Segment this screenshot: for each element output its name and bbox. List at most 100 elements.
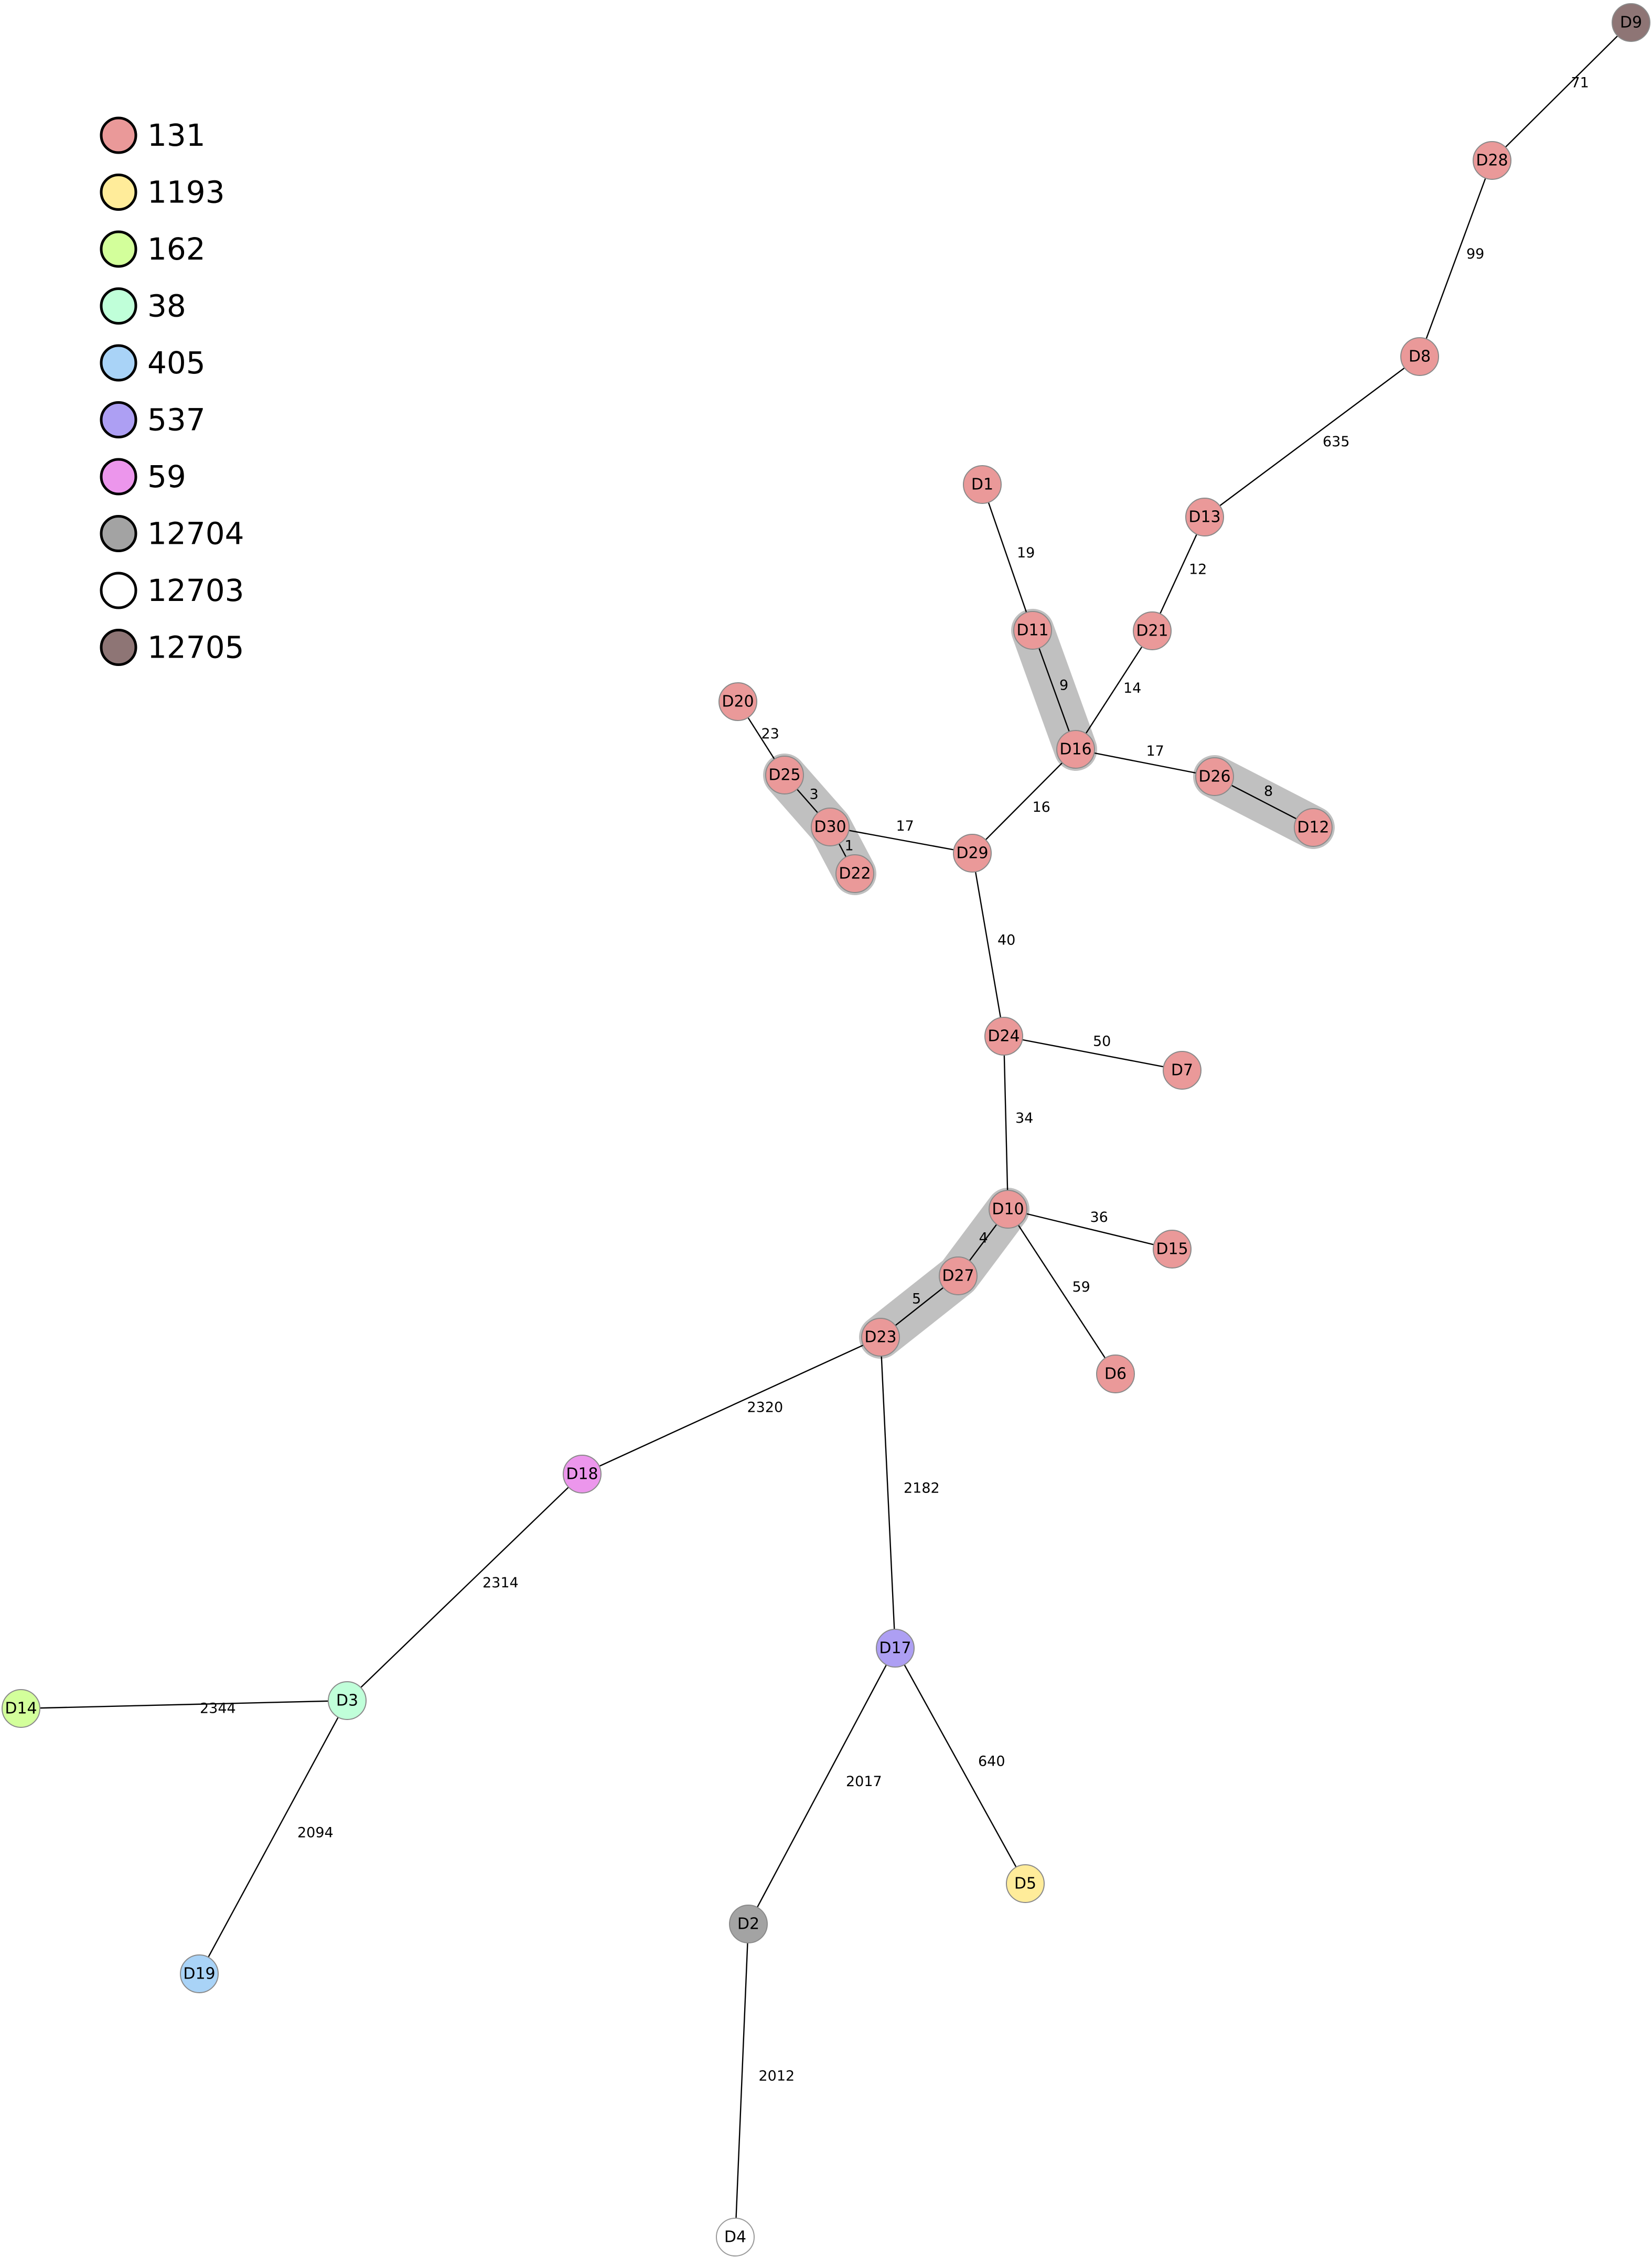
edge-d13-d21 <box>1151 517 1206 631</box>
node-d26[interactable]: D26 <box>1195 757 1234 796</box>
legend-swatch <box>100 116 137 154</box>
node-circle <box>180 1954 219 1993</box>
node-circle <box>718 682 757 721</box>
node-label: D19 <box>183 1965 215 1983</box>
legend-swatch <box>100 401 137 438</box>
node-circle <box>1185 498 1224 536</box>
edge-d23-d17 <box>879 1337 896 1649</box>
node-circle <box>2 1689 40 1728</box>
node-label: D18 <box>566 1465 598 1484</box>
node-label: D12 <box>1297 819 1329 837</box>
node-label: D30 <box>814 818 846 836</box>
node-d28[interactable]: D28 <box>1473 141 1511 180</box>
edge-weight-label: 16 <box>1033 799 1050 815</box>
node-d10[interactable]: D10 <box>989 1190 1027 1229</box>
edge-d10-d15 <box>1007 1208 1173 1250</box>
legend-item: 131 <box>100 116 206 154</box>
node-label: D20 <box>722 693 754 711</box>
edge-weight-label: 40 <box>997 932 1015 949</box>
node-circle <box>876 1629 915 1668</box>
legend-label: 12703 <box>147 573 244 608</box>
edge-weight-label: 2344 <box>200 1701 236 1717</box>
node-d14[interactable]: D14 <box>2 1689 40 1728</box>
node-circle <box>563 1455 602 1493</box>
legend-label: 38 <box>147 288 186 324</box>
node-label: D8 <box>1409 348 1431 366</box>
node-d12[interactable]: D12 <box>1294 808 1333 847</box>
node-circle <box>1006 1864 1045 1903</box>
edge-weight-label: 2017 <box>846 1774 882 1790</box>
node-d5[interactable]: D5 <box>1006 1864 1045 1903</box>
node-d7[interactable]: D7 <box>1163 1051 1202 1090</box>
node-d19[interactable]: D19 <box>180 1954 219 1993</box>
edge-d11-d16 <box>1032 630 1077 750</box>
node-d29[interactable]: D29 <box>953 834 992 873</box>
node-circle <box>963 465 1002 504</box>
legend-item: 38 <box>100 287 186 325</box>
node-d22[interactable]: D22 <box>835 854 874 893</box>
legend-label: 162 <box>147 231 206 267</box>
edge-weight-label: 2094 <box>297 1825 334 1841</box>
node-d11[interactable]: D11 <box>1013 611 1052 650</box>
node-circle <box>1612 3 1650 42</box>
node-d18[interactable]: D18 <box>563 1455 602 1493</box>
node-circle <box>765 756 804 794</box>
edge-weight-label: 8 <box>1264 783 1273 800</box>
node-label: D15 <box>1156 1240 1188 1259</box>
node-d4[interactable]: D4 <box>716 2218 755 2256</box>
node-label: D6 <box>1104 1365 1127 1383</box>
node-circle <box>1056 730 1095 769</box>
edge-weight-label: 99 <box>1466 246 1484 262</box>
edge-d21-d16 <box>1075 630 1153 750</box>
node-d16[interactable]: D16 <box>1056 730 1095 769</box>
node-d23[interactable]: D23 <box>861 1318 900 1357</box>
legend-item: 537 <box>100 401 206 438</box>
node-d8[interactable]: D8 <box>1400 337 1439 376</box>
node-d27[interactable]: D27 <box>939 1256 978 1295</box>
legend-item: 162 <box>100 230 206 268</box>
edge-labels: 71 99 635 12 14 19 9 17 8 16 23 3 1 17 40 50 34 36 59 4 5 232… <box>200 75 1589 2084</box>
legend-swatch <box>100 515 137 552</box>
edge-d23-d18 <box>582 1336 881 1475</box>
node-d6[interactable]: D6 <box>1096 1355 1135 1393</box>
node-d15[interactable]: D15 <box>1153 1230 1192 1269</box>
legend-label: 12705 <box>147 630 244 665</box>
edge-d9-d28 <box>1492 22 1632 161</box>
node-d13[interactable]: D13 <box>1185 498 1224 536</box>
node-label: D25 <box>768 766 800 784</box>
legend-label: 405 <box>147 345 206 381</box>
node-d24[interactable]: D24 <box>984 1017 1023 1056</box>
node-d9[interactable]: D9 <box>1612 3 1650 42</box>
node-d2[interactable]: D2 <box>729 1905 768 1943</box>
node-label: D1 <box>971 476 993 494</box>
node-label: D9 <box>1620 14 1642 32</box>
node-d21[interactable]: D21 <box>1133 611 1172 650</box>
node-d20[interactable]: D20 <box>718 682 757 721</box>
node-d3[interactable]: D3 <box>328 1681 367 1720</box>
node-label: D5 <box>1014 1875 1036 1893</box>
node-circle <box>1163 1051 1202 1090</box>
node-label: D14 <box>5 1700 37 1718</box>
edge-d17-d2 <box>747 1648 896 1925</box>
legend-item: 12704 <box>100 515 244 552</box>
node-label: D7 <box>1171 1061 1193 1080</box>
node-label: D10 <box>992 1200 1024 1219</box>
node-circle <box>1195 757 1234 796</box>
edge-d17-d5 <box>894 1648 1026 1884</box>
node-d17[interactable]: D17 <box>876 1629 915 1668</box>
node-d30[interactable]: D30 <box>811 808 850 846</box>
node-d1[interactable]: D1 <box>963 465 1002 504</box>
node-label: D24 <box>988 1027 1020 1046</box>
edge-d18-d3 <box>347 1474 583 1701</box>
edge-d30-d29 <box>830 826 973 854</box>
legend: 131 1193 162 38 405 537 59 12704 12703 12705 <box>100 116 244 666</box>
edge-weight-label: 2012 <box>759 2068 795 2084</box>
edge-weight-label: 9 <box>1059 678 1068 694</box>
edge-weight-label: 71 <box>1571 75 1589 91</box>
node-d25[interactable]: D25 <box>765 756 804 794</box>
node-label: D17 <box>879 1639 911 1658</box>
nodes: D9D28D8D13D21D1D11D16D26D12D20D25D30D22D… <box>2 3 1650 2256</box>
legend-label: 59 <box>147 459 186 495</box>
edge-d8-d13 <box>1204 356 1420 518</box>
